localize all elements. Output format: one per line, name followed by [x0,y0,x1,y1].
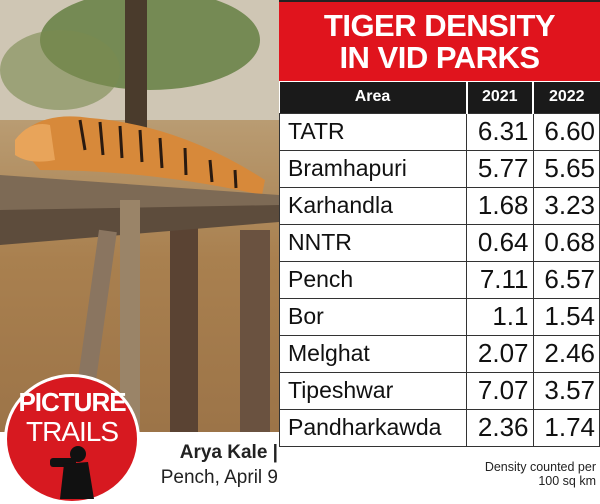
table-header-row: Area 2021 2022 [279,82,600,113]
panel-title: TIGER DENSITY IN VID PARKS [279,0,600,81]
title-line-2: IN VID PARKS [339,40,540,75]
note-line-2: 100 sq km [538,474,596,488]
badge-line1: PICTURE [18,387,126,417]
cell-area: Pandharkawda [279,408,467,447]
cell-2021: 5.77 [466,149,534,188]
cell-area: Karhandla [279,186,467,225]
table-row: Bor 1.1 1.54 [279,297,600,336]
table-row: Tipeshwar 7.07 3.57 [279,371,600,410]
cell-2022: 6.60 [532,112,600,151]
tiger-on-platform-image [0,0,279,432]
cell-2021: 2.07 [466,334,534,373]
density-table: Area 2021 2022 TATR 6.31 6.60 Bramhapuri 5.7… [279,82,600,447]
density-note: Density counted per 100 sq km [485,460,596,488]
cell-2022: 2.46 [532,334,600,373]
cell-2021: 1.68 [466,186,534,225]
cell-2022: 1.74 [532,408,600,447]
cell-2022: 3.23 [532,186,600,225]
cell-2022: 3.57 [532,371,600,410]
table-row: Karhandla 1.68 3.23 [279,186,600,225]
cell-area: TATR [279,112,467,151]
table-row: NNTR 0.64 0.68 [279,223,600,262]
cell-area: Bor [279,297,467,336]
tiger-photo [0,0,279,432]
note-line-1: Density counted per [484,460,596,474]
cell-area: Bramhapuri [279,149,467,188]
header-2021: 2021 [465,82,533,113]
table-row: Bramhapuri 5.77 5.65 [279,149,600,188]
byline-place-date: Pench, April 9 [160,467,278,488]
byline-author: Arya Kale | [179,442,278,463]
badge-line2: TRAILS [25,416,119,447]
header-2022: 2022 [532,82,600,113]
table-row: Pench 7.11 6.57 [279,260,600,299]
cell-area: Melghat [279,334,467,373]
picture-trails-badge: PICTURE TRAILS [4,374,140,504]
table-row: Melghat 2.07 2.46 [279,334,600,373]
tiger-density-panel: TIGER DENSITY IN VID PARKS Area 2021 202… [279,0,600,500]
cell-2021: 7.11 [466,260,534,299]
cell-2022: 1.54 [532,297,600,336]
cell-2021: 7.07 [466,371,534,410]
table-row: Pandharkawda 2.36 1.74 [279,408,600,447]
header-area: Area [279,82,467,113]
cell-2022: 0.68 [532,223,600,262]
cell-area: Tipeshwar [279,371,467,410]
cell-2021: 2.36 [466,408,534,447]
cell-area: NNTR [279,223,467,262]
cell-2021: 1.1 [466,297,534,336]
cell-2021: 0.64 [466,223,534,262]
cell-2022: 6.57 [532,260,600,299]
table-row: TATR 6.31 6.60 [279,112,600,151]
cell-2022: 5.65 [532,149,600,188]
cell-2021: 6.31 [466,112,534,151]
cell-area: Pench [279,260,467,299]
title-line-1: TIGER DENSITY [323,8,556,43]
photographer-silhouette-icon [50,446,94,499]
photo-byline: Arya Kale | Pench, April 9 [161,440,278,490]
